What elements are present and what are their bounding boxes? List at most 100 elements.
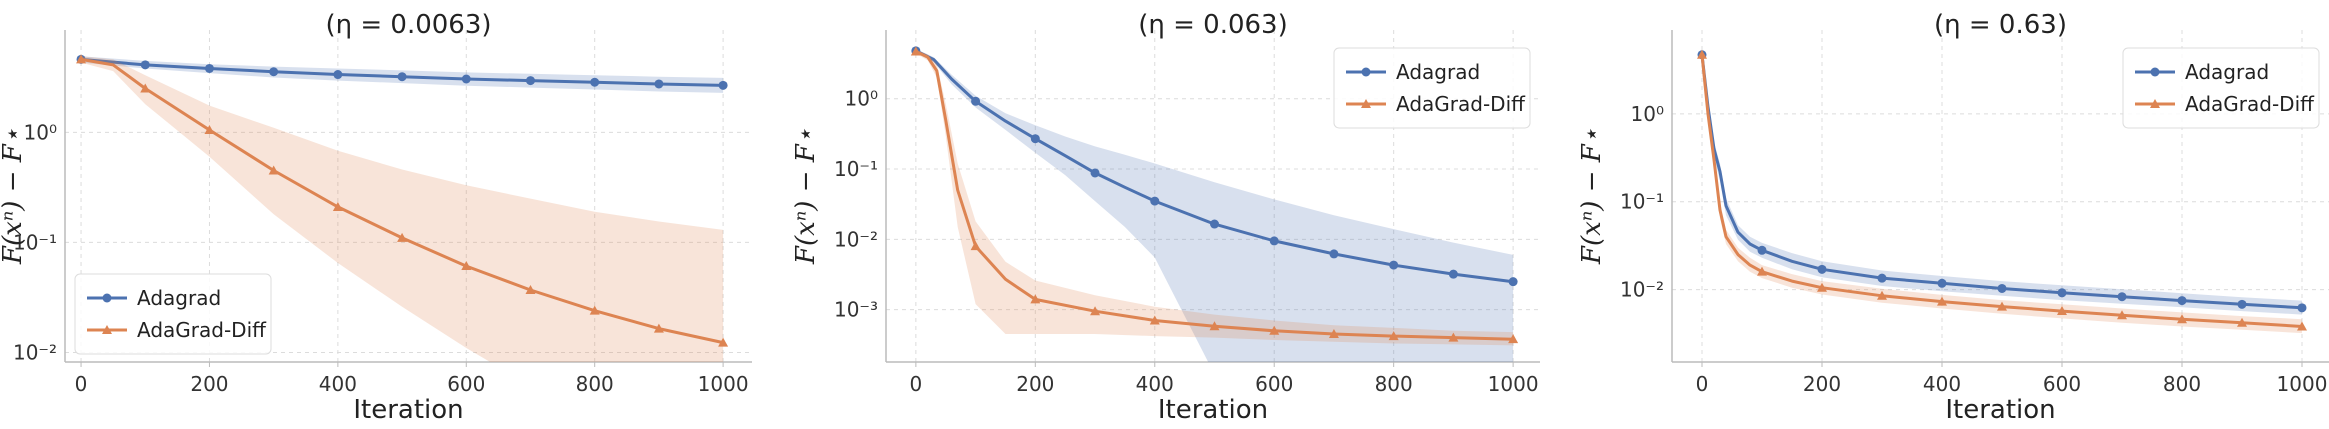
legend-item: Adagrad [1346,60,1480,84]
y-tick-label: 10⁻² [1620,278,1664,302]
y-tick-label: 10⁰ [1631,102,1664,126]
legend-marker [2150,67,2160,77]
x-tick-label: 800 [2163,372,2201,396]
x-tick-label: 200 [190,372,228,396]
data-point [1757,245,1767,255]
x-tick-label: 1000 [2277,372,2328,396]
legend-label: AdaGrad-Diff [137,318,267,342]
legend-marker [2150,99,2160,108]
legend-label: Adagrad [1396,60,1480,84]
x-axis-label: Iteration [1158,395,1268,425]
plot-area [1697,49,2307,334]
data-point [1697,49,1707,59]
data-point [910,46,921,56]
x-tick-label: 1000 [1488,372,1539,396]
legend-marker [102,293,112,303]
legend: Adagrad AdaGrad-Diff [2122,47,2320,129]
x-tick-label: 800 [1375,372,1413,396]
legend-marker [1361,67,1371,77]
legend-item: Adagrad [2135,60,2269,84]
legend-label: Adagrad [137,286,221,310]
data-point [397,72,407,82]
x-axis-label: Iteration [1945,395,2055,425]
confidence-band-1 [81,56,724,362]
data-point [1329,249,1339,259]
data-point [1997,301,2007,311]
y-tick-label: 10⁰ [845,87,878,111]
y-axis-label: F(xⁿ) − F⋆ [0,128,28,265]
y-tick-label: 10⁻² [13,341,57,365]
data-point [1877,273,1887,283]
series-line-1 [1700,54,2303,328]
y-tick-label: 10⁻¹ [834,157,878,181]
data-point [1328,329,1339,339]
data-point [525,76,535,86]
data-point [971,96,981,106]
x-tick-label: 600 [447,372,485,396]
legend-frame [2122,47,2320,129]
data-point [2297,321,2307,331]
series-line-0 [1700,54,2303,310]
x-axis-label: Iteration [353,395,463,425]
data-point [461,261,472,271]
data-point [1757,266,1767,276]
data-point [2237,299,2247,309]
data-point [269,67,279,77]
data-point [2117,310,2127,320]
legend-item: AdaGrad-Diff [2135,92,2315,116]
y-tick-label: 10⁻³ [834,298,878,322]
legend-marker [102,325,112,334]
panel-2: 0 200 400 600 800 1000 10⁻³ 10⁻² 10⁻¹ 10⁰ (η = 0.0… [791,10,1540,425]
data-point [1209,321,1220,331]
data-point [718,80,728,90]
data-point [1508,277,1518,287]
legend-label: AdaGrad-Diff [2185,92,2315,116]
x-tick-label: 400 [319,372,357,396]
x-tick-label: 0 [75,372,88,396]
data-point [461,74,471,84]
data-point [654,79,664,89]
chart-title: (η = 0.0063) [325,10,491,40]
series-line-0 [915,49,1514,284]
y-tick-label: 10⁰ [24,120,57,144]
data-point [1508,334,1519,344]
data-point [1269,325,1280,335]
panel-1: 0 200 400 600 800 1000 10⁻² 10⁻¹ 10⁰ (η = 0.0063)… [0,10,752,425]
data-point [525,284,536,294]
data-point [1269,236,1279,246]
chart-title: (η = 0.63) [1934,10,2067,40]
data-point [140,83,151,93]
data-point [1448,332,1459,342]
x-tick-label: 200 [1016,372,1054,396]
legend-label: Adagrad [2185,60,2269,84]
data-point [1030,294,1041,304]
data-point [1389,260,1399,270]
data-point [2177,296,2187,306]
x-tick-label: 400 [1923,372,1961,396]
data-point [1150,196,1160,206]
data-point [2297,303,2307,313]
y-axis-label: F(xⁿ) − F⋆ [1577,128,1607,265]
data-point [2057,288,2067,298]
data-point [1448,269,1458,279]
data-point [2237,317,2247,327]
data-point [2117,292,2127,302]
data-point [2057,306,2067,316]
plot-area [76,54,729,362]
x-tick-label: 0 [1696,372,1709,396]
data-point [1090,306,1101,316]
x-tick-label: 600 [2043,372,2081,396]
data-point [1149,315,1160,325]
legend-frame [74,273,272,355]
data-point [1030,134,1040,144]
data-point [1388,331,1399,341]
x-tick-label: 600 [1255,372,1293,396]
chart-title: (η = 0.063) [1138,10,1288,40]
data-point [590,77,600,87]
y-axis-label: F(xⁿ) − F⋆ [791,128,821,265]
x-tick-label: 200 [1803,372,1841,396]
series-line-1 [80,57,724,345]
data-point [1209,219,1219,229]
confidence-band-0 [915,49,1514,362]
